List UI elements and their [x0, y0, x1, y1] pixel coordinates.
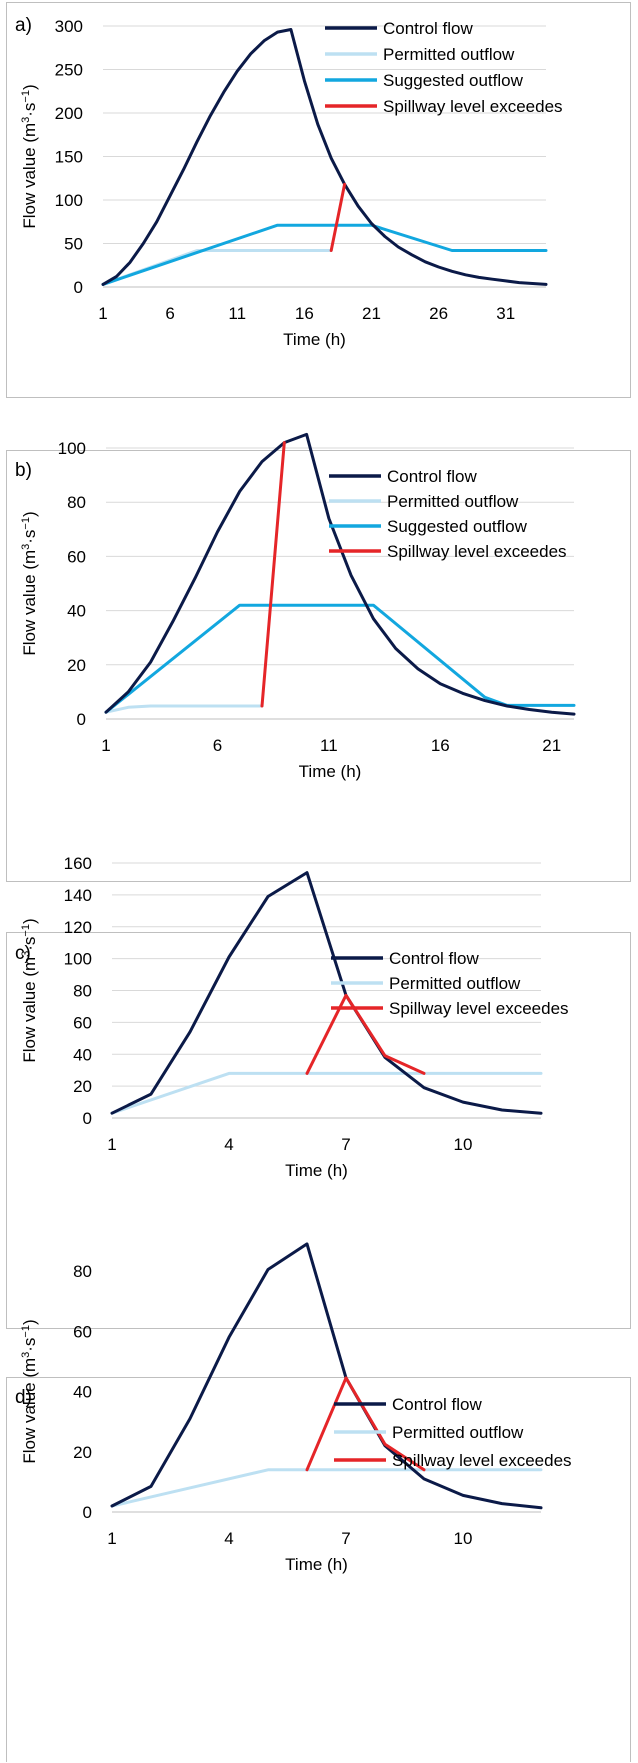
- x-tick-label: 4: [224, 1529, 233, 1548]
- y-tick-label: 200: [55, 104, 83, 123]
- x-tick-label: 6: [213, 736, 222, 755]
- y-tick-label: 0: [74, 278, 83, 297]
- legend-label: Permitted outflow: [387, 492, 519, 511]
- chart-panel-c: 0 20 40 60 80 100 120 140 160 1 4 7 10 Time (h) Flow v…: [6, 854, 631, 1329]
- x-tick-label: 1: [107, 1529, 116, 1548]
- legend-label: Control flow: [383, 19, 473, 38]
- y-axis-label: Flow value (m3·s−1): [20, 918, 39, 1062]
- chart-panel-d: 0 20 40 60 80 1 4 7 10 Time (h) Flow value (m3·s−1…: [6, 1242, 631, 1762]
- legend-label: Control flow: [389, 949, 479, 968]
- legend-label: Spillway level exceedes: [389, 999, 569, 1018]
- series-line-control-flow: [101, 28, 548, 286]
- chart-3: 0 20 40 60 80 1 4 7 10 Time (h) Flow value (m3·s−1…: [15, 1242, 572, 1574]
- y-axis-label: Flow value (m3·s−1): [20, 511, 39, 655]
- x-axis-label: Time (h): [299, 762, 362, 781]
- chart-panel-a: 0 50 100 150 200 250 300 1 6 11 16 21 26 31 Time (h) Fl…: [6, 2, 631, 398]
- y-axis-label: Flow value (m3·s−1): [20, 84, 39, 228]
- y-tick-label: 60: [73, 1013, 92, 1032]
- y-tick-label: 20: [67, 656, 86, 675]
- x-axis-label: Time (h): [283, 330, 346, 349]
- series-line-spillway-level-exceedes: [329, 182, 347, 252]
- panel-label: a): [15, 15, 32, 36]
- legend-label: Suggested outflow: [387, 517, 528, 536]
- series-line-control-flow: [110, 871, 543, 1115]
- series-line-spillway-level-exceedes: [260, 441, 286, 708]
- y-tick-label: 0: [77, 710, 86, 729]
- x-tick-label: 4: [224, 1135, 233, 1154]
- x-tick-label: 7: [341, 1529, 350, 1548]
- y-tick-label: 120: [64, 918, 92, 937]
- legend-label: Suggested outflow: [383, 71, 524, 90]
- series-line-control-flow: [110, 1242, 543, 1510]
- x-tick-label: 11: [320, 736, 338, 755]
- y-tick-label: 0: [83, 1503, 92, 1522]
- y-tick-label: 20: [73, 1443, 92, 1462]
- legend-label: Permitted outflow: [383, 45, 515, 64]
- y-tick-label: 160: [64, 854, 92, 873]
- y-tick-label: 40: [73, 1383, 92, 1402]
- x-tick-label: 10: [454, 1135, 473, 1154]
- legend-label: Spillway level exceedes: [387, 542, 567, 561]
- y-tick-label: 80: [67, 493, 86, 512]
- legend-label: Control flow: [392, 1395, 482, 1414]
- chart-svg-c: 0 20 40 60 80 100 120 140 160 1 4 7 10 Time (h) Flow v…: [15, 854, 569, 1180]
- y-tick-label: 100: [55, 191, 83, 210]
- y-tick-label: 80: [73, 982, 92, 1001]
- y-tick-label: 100: [58, 439, 86, 458]
- y-axis-label: Flow value (m3·s−1): [20, 1319, 39, 1463]
- y-tick-label: 50: [64, 235, 83, 254]
- x-tick-label: 1: [98, 304, 107, 323]
- legend-label: Permitted outflow: [389, 974, 521, 993]
- legend-label: Spillway level exceedes: [392, 1451, 572, 1470]
- y-tick-label: 0: [83, 1109, 92, 1128]
- x-tick-label: 7: [341, 1135, 350, 1154]
- panel-label: c): [15, 943, 31, 964]
- legend-label: Permitted outflow: [392, 1423, 524, 1442]
- x-tick-label: 16: [295, 304, 314, 323]
- x-tick-label: 10: [454, 1529, 473, 1548]
- x-tick-label: 26: [429, 304, 448, 323]
- panel-label: d): [15, 1387, 32, 1408]
- x-tick-label: 31: [496, 304, 515, 323]
- chart-svg-d: 0 20 40 60 80 1 4 7 10 Time (h) Flow value (m3·s−1…: [15, 1242, 572, 1574]
- y-tick-label: 60: [67, 547, 86, 566]
- panel-label: b): [15, 460, 32, 481]
- y-tick-label: 20: [73, 1077, 92, 1096]
- y-tick-label: 300: [55, 17, 83, 36]
- series-line-suggested-outflow: [104, 603, 576, 714]
- y-tick-label: 150: [55, 148, 83, 167]
- y-tick-label: 80: [73, 1262, 92, 1281]
- series-line-permitted-outflow: [101, 249, 333, 286]
- series-line-control-flow: [104, 432, 576, 716]
- series-line-permitted-outflow: [110, 1468, 543, 1508]
- chart-2: 0 20 40 60 80 100 120 140 160 1 4 7 10 Time (h) Flow v…: [15, 854, 569, 1180]
- x-tick-label: 1: [107, 1135, 116, 1154]
- series-line-suggested-outflow: [101, 223, 548, 286]
- y-tick-label: 40: [73, 1045, 92, 1064]
- x-tick-label: 21: [542, 736, 561, 755]
- x-tick-label: 11: [228, 304, 246, 323]
- legend-label: Spillway level exceedes: [383, 97, 563, 116]
- y-tick-label: 60: [73, 1322, 92, 1341]
- y-tick-label: 40: [67, 602, 86, 621]
- x-axis-label: Time (h): [285, 1161, 348, 1180]
- series-line-spillway-level-exceedes: [305, 1376, 426, 1472]
- series-line-permitted-outflow: [104, 704, 264, 714]
- y-tick-label: 100: [64, 950, 92, 969]
- x-axis-label: Time (h): [285, 1555, 348, 1574]
- x-tick-label: 16: [431, 736, 450, 755]
- x-tick-label: 1: [101, 736, 110, 755]
- series-line-permitted-outflow: [110, 1071, 543, 1115]
- x-tick-label: 6: [165, 304, 174, 323]
- x-tick-label: 21: [362, 304, 381, 323]
- chart-panel-b: 0 20 40 60 80 100 1 6 11 16 21 Time (h) Flow value (…: [6, 432, 631, 882]
- y-tick-label: 250: [55, 61, 83, 80]
- legend-label: Control flow: [387, 467, 477, 486]
- y-tick-label: 140: [64, 886, 92, 905]
- series-line-spillway-level-exceedes: [305, 993, 426, 1075]
